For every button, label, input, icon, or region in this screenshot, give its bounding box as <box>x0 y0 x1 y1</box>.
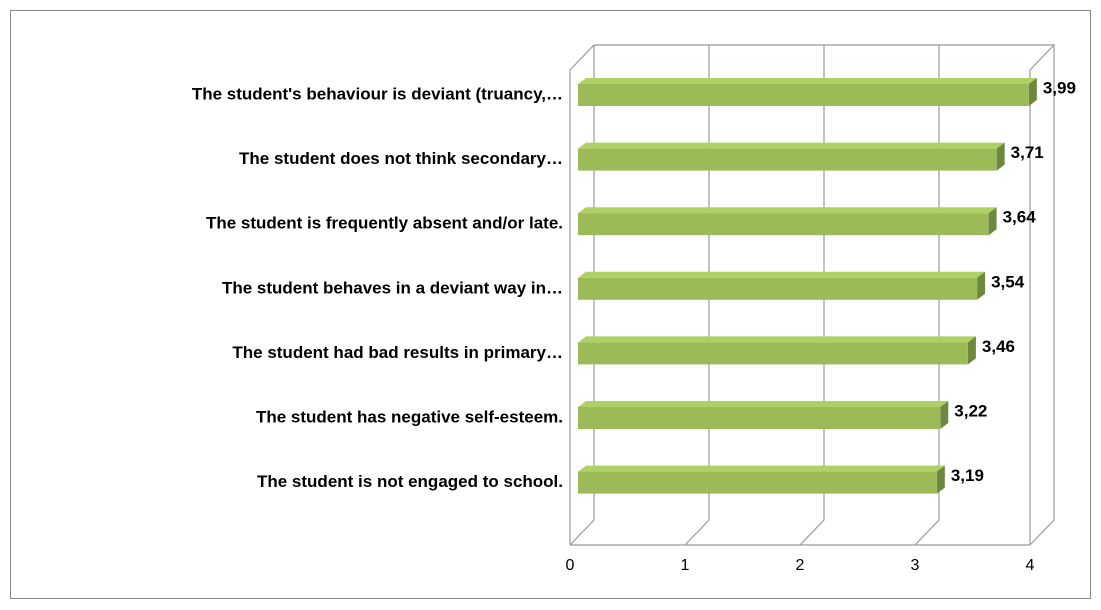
value-label: 3,22 <box>954 401 987 420</box>
bar-side <box>967 336 976 365</box>
bar-top <box>578 401 949 407</box>
chart-frame <box>10 10 1091 599</box>
y-tick-label: The student has negative self-esteem. <box>256 407 563 426</box>
bar-top <box>578 271 986 278</box>
bar-top <box>578 336 976 343</box>
x-tick-label: 3 <box>911 557 920 574</box>
grid-line <box>799 45 825 546</box>
x-tick-label: 0 <box>566 557 575 574</box>
y-tick-label: The student is frequently absent and/or … <box>206 214 563 233</box>
bar-top <box>578 207 997 214</box>
bar <box>578 213 989 236</box>
bar <box>578 84 1029 106</box>
bar-side <box>988 207 997 236</box>
x-tick-label: 2 <box>796 557 805 574</box>
grid-line <box>914 45 940 546</box>
bar <box>578 148 997 171</box>
value-label: 3,46 <box>982 337 1015 356</box>
bar <box>578 407 941 429</box>
value-label: 3,99 <box>1043 78 1076 97</box>
bar-side <box>940 401 949 429</box>
bar-side <box>936 465 945 494</box>
bar <box>578 342 968 365</box>
grid-line <box>684 45 710 546</box>
bar-side <box>1028 78 1037 106</box>
y-tick-label: The student is not engaged to school. <box>257 472 563 491</box>
y-tick-label: The student had bad results in primary… <box>232 343 563 362</box>
grid-line <box>569 45 595 546</box>
value-label: 3,54 <box>991 272 1025 291</box>
value-label: 3,19 <box>951 466 984 485</box>
y-tick-label: The student's behaviour is deviant (trua… <box>192 84 563 103</box>
y-tick-label: The student does not think secondary… <box>239 149 563 168</box>
bar-top <box>578 465 945 472</box>
bar-top <box>578 142 1005 149</box>
y-tick-label: The student behaves in a deviant way in… <box>222 278 563 297</box>
bar-side <box>996 142 1005 171</box>
x-tick-label: 1 <box>681 557 690 574</box>
bar-side <box>977 271 986 300</box>
value-label: 3,71 <box>1011 143 1044 162</box>
x-tick-label: 4 <box>1026 557 1035 574</box>
value-label: 3,64 <box>1003 208 1037 227</box>
bar-top <box>578 78 1037 84</box>
bar <box>578 277 978 300</box>
bar <box>578 471 937 494</box>
grid-line <box>1029 45 1055 546</box>
